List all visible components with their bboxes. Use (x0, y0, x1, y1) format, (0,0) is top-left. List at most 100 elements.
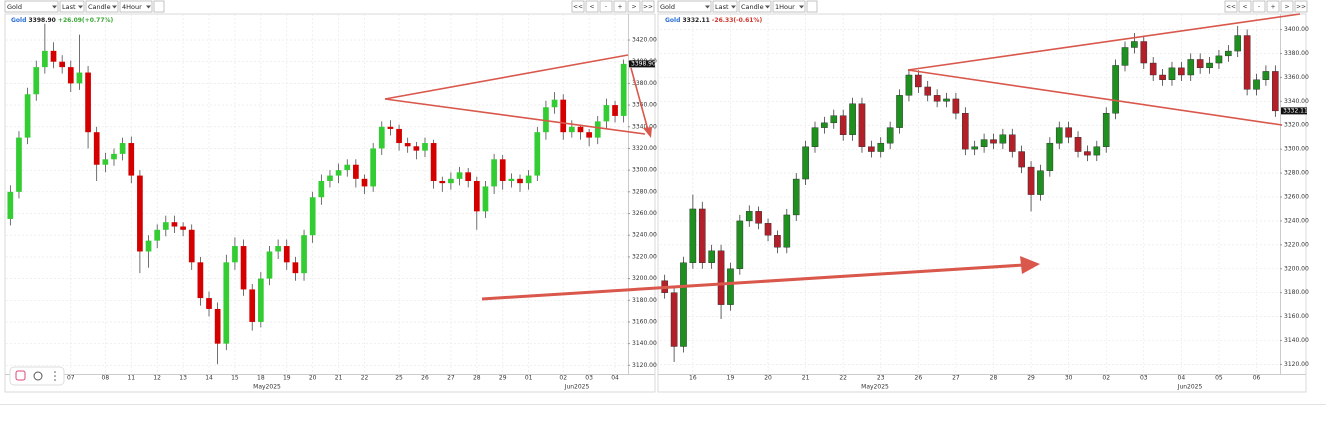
candle-body (404, 143, 411, 147)
y-tick-label: 3140.00 (632, 340, 657, 347)
nav-button[interactable] (1280, 0, 1294, 13)
quote-header: Gold 3332.11 -26.33(-0.61%) (665, 17, 762, 24)
candle-body (551, 99, 558, 108)
x-tick-label: 04 (611, 375, 619, 382)
candle-body (353, 164, 359, 179)
dropdown-caret (765, 5, 770, 9)
tool-tray (9, 366, 65, 386)
dropdown-label: Gold (660, 3, 675, 11)
menu-icon[interactable] (54, 375, 56, 377)
dropdown[interactable] (59, 0, 85, 13)
x-period-label: Jun2025 (1177, 384, 1203, 391)
nav-button-label: << (573, 4, 583, 11)
dropdown[interactable] (738, 0, 772, 13)
candle-body (717, 250, 725, 305)
candle-body (448, 178, 454, 184)
candle-body (980, 139, 988, 147)
candle-body (275, 246, 281, 252)
nav-button[interactable] (599, 0, 613, 13)
menu-icon[interactable] (54, 379, 56, 381)
candle-body (1243, 35, 1251, 90)
candle-body (206, 298, 212, 309)
nav-button-label: - (605, 4, 607, 11)
candle-body (568, 126, 575, 133)
dropdown[interactable] (119, 0, 153, 13)
y-tick-label: 3240.00 (1284, 217, 1309, 224)
x-tick-label: 18 (257, 375, 265, 382)
candle-body (543, 107, 549, 133)
nav-button[interactable] (627, 0, 641, 13)
quote-change: +26.09(+0.77%) (58, 17, 114, 24)
chart-tools[interactable] (9, 366, 65, 386)
candle-body (283, 246, 290, 263)
dropdown-label: Gold (7, 3, 22, 11)
candle-body (1046, 142, 1054, 171)
x-tick-label: 19 (727, 375, 735, 382)
quote-symbol: Gold (665, 17, 680, 24)
candle-body (1112, 65, 1119, 114)
candle-body (727, 268, 734, 305)
candle-body (1168, 67, 1176, 80)
camera-icon[interactable] (33, 371, 43, 381)
candle-body (830, 115, 838, 124)
candle-body (783, 214, 791, 248)
last-price-tag (629, 60, 655, 68)
candle-body (327, 175, 333, 181)
nav-button[interactable] (585, 0, 599, 13)
candle-body (67, 67, 74, 84)
nav-button-label: + (617, 4, 622, 11)
trend-line (907, 69, 1283, 126)
plots: Gold 3398.90 +26.09(+0.77%) Gold 3332.11… (5, 14, 1309, 391)
candle-body (292, 262, 299, 274)
nav-button[interactable] (1266, 0, 1280, 13)
menu-icon[interactable] (54, 371, 56, 373)
candle-body (473, 180, 480, 212)
candle-body (811, 127, 819, 147)
dropdown[interactable] (85, 0, 119, 13)
candle-body (1037, 170, 1044, 195)
candle-body (1215, 55, 1223, 64)
nav-button[interactable] (1224, 0, 1238, 13)
nav-button[interactable] (1238, 0, 1252, 13)
candle-body (905, 74, 913, 96)
x-period-label: May2025 (861, 384, 889, 391)
dropdown[interactable] (772, 0, 806, 13)
last-price-label: 3332.11 (1283, 107, 1308, 114)
nav-button-label: > (1284, 4, 1289, 11)
candle-body (370, 148, 377, 187)
x-tick-label: 11 (127, 375, 135, 382)
dropdown[interactable] (657, 0, 712, 13)
dropdown[interactable] (712, 0, 738, 13)
y-tick-label: 3140.00 (1284, 337, 1309, 344)
nav-button-label: < (1242, 4, 1247, 11)
settings-button[interactable] (806, 0, 818, 13)
nav-button-label: + (1270, 4, 1275, 11)
nav-button[interactable] (641, 0, 655, 13)
nav-button[interactable] (613, 0, 627, 13)
candle-body (249, 289, 256, 322)
tool-icon[interactable] (15, 370, 26, 381)
nav-button[interactable] (571, 0, 585, 13)
candle-body (821, 122, 828, 128)
nav-button[interactable] (1252, 0, 1266, 13)
y-tick-label: 3380.00 (1284, 50, 1309, 57)
y-tick-label: 3340.00 (1284, 98, 1309, 105)
arrow (481, 263, 1025, 301)
trend-line (384, 54, 629, 100)
y-tick-label: 3160.00 (1284, 313, 1309, 320)
candle-body (868, 146, 875, 152)
y-tick-label: 3320.00 (1284, 122, 1309, 129)
candle-body (1008, 134, 1016, 152)
candle-body (971, 146, 978, 150)
settings-button[interactable] (153, 0, 165, 13)
candle-body (689, 208, 697, 263)
nav-button-label: >> (643, 4, 653, 11)
dropdown[interactable] (4, 0, 59, 13)
candle-body (792, 178, 800, 216)
nav-button[interactable] (1294, 0, 1308, 13)
x-tick-label: 26 (915, 375, 923, 382)
trend-line (384, 98, 646, 135)
candle-body (680, 262, 687, 347)
x-period-label: Jun2025 (564, 384, 590, 391)
candle-body (560, 99, 567, 133)
